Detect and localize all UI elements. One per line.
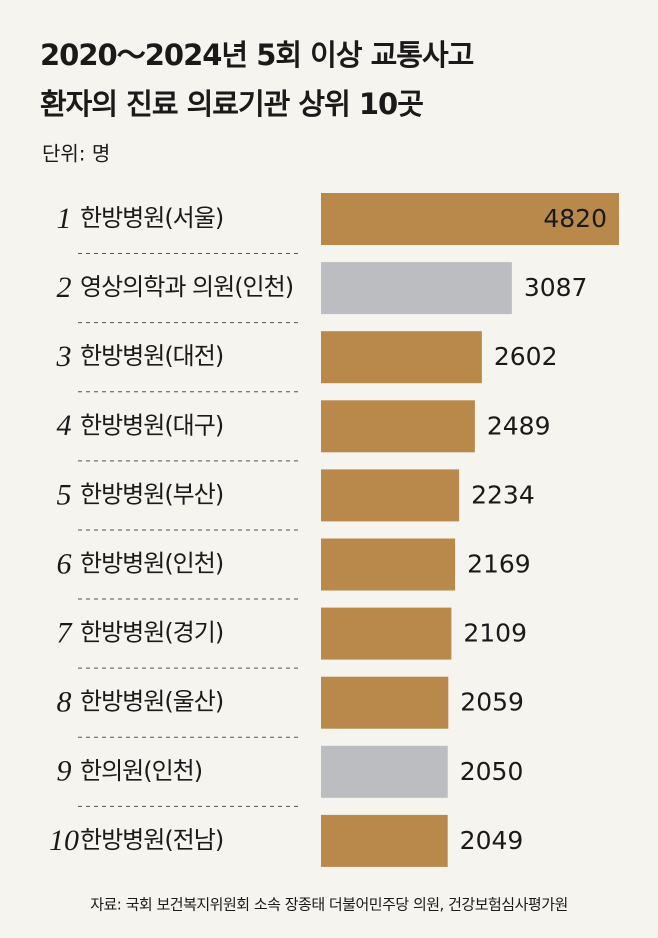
chart-title: 환자의 진료 의료기관 상위 10곳 — [40, 87, 423, 121]
rank: 8 — [57, 686, 72, 719]
value-label: 2489 — [487, 411, 551, 440]
value-label: 2050 — [460, 757, 524, 786]
value-label: 2602 — [494, 342, 558, 371]
category-label: 한의원(인천) — [80, 757, 202, 785]
value-label: 2059 — [460, 688, 524, 717]
bar — [321, 331, 482, 384]
category-label: 한방병원(서울) — [80, 204, 223, 232]
bar — [321, 469, 460, 522]
category-label: 한방병원(대전) — [80, 342, 223, 370]
bar — [321, 400, 475, 453]
rank: 3 — [56, 340, 72, 373]
category-label: 한방병원(울산) — [80, 688, 223, 716]
rank: 1 — [57, 202, 72, 235]
bar — [321, 745, 448, 798]
bar — [321, 607, 452, 660]
rank: 5 — [57, 478, 72, 511]
value-label: 2234 — [471, 480, 535, 509]
value-label: 4820 — [543, 204, 607, 233]
bar — [321, 193, 619, 245]
category-label: 한방병원(부산) — [80, 480, 223, 508]
category-label: 한방병원(대구) — [80, 411, 223, 439]
category-label: 한방병원(경기) — [80, 619, 223, 647]
rank: 7 — [57, 616, 74, 649]
source: 자료: 국회 보건복지위원회 소속 장종태 더불어민주당 의원, 건강보험심사평… — [90, 896, 568, 914]
rank: 9 — [57, 755, 72, 788]
category-label: 영상의학과 의원(인천) — [80, 273, 293, 301]
category-label: 한방병원(인천) — [80, 550, 223, 578]
category-label: 한방병원(전남) — [80, 826, 223, 854]
value-label: 3087 — [524, 273, 588, 302]
rank: 10 — [49, 824, 79, 857]
value-label: 2109 — [463, 619, 527, 648]
bar — [321, 676, 449, 729]
value-label: 2049 — [460, 826, 524, 855]
unit-label: 단위: 명 — [42, 142, 110, 166]
bar — [321, 814, 448, 867]
bar — [321, 262, 512, 315]
rank: 6 — [57, 547, 72, 580]
bar — [321, 538, 456, 591]
value-label: 2169 — [467, 550, 531, 579]
chart-title: 2020～2024년 5회 이상 교통사고 — [40, 38, 474, 72]
rank: 2 — [57, 271, 72, 304]
rank: 4 — [57, 409, 72, 442]
